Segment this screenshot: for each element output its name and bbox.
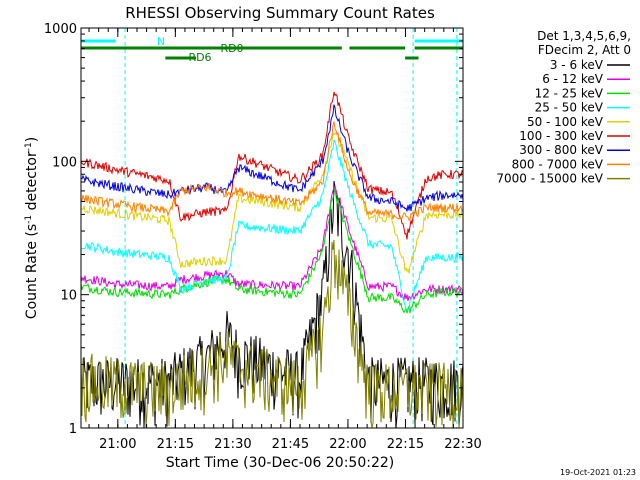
series-line-8 <box>80 239 464 429</box>
series-line-1 <box>80 184 464 302</box>
x-axis-label: Start Time (30-Dec-06 20:50:22) <box>166 455 394 471</box>
x-tick-label-0: 21:00 <box>99 437 136 452</box>
flag-label-n: N <box>157 35 165 48</box>
series-line-7 <box>80 121 464 221</box>
chart-title: RHESSI Observing Summary Count Rates <box>125 4 435 22</box>
y-axis-label-mid: detector <box>24 151 40 215</box>
y-tick-label-2: 100 <box>52 155 77 170</box>
legend: Det 1,3,4,5,6,9, FDecim 2, Att 0 3 - 6 k… <box>496 29 631 186</box>
x-tick-label-2: 21:30 <box>214 437 251 452</box>
series-line-6 <box>80 104 464 212</box>
x-tick-label-6: 22:30 <box>444 437 481 452</box>
x-tick-label-5: 22:15 <box>387 437 424 452</box>
legend-label-6: 300 - 800 keV <box>519 143 603 157</box>
plot-frame <box>80 27 464 429</box>
legend-label-2: 12 - 25 keV <box>535 86 604 100</box>
y-tick-label-0: 1 <box>69 422 77 437</box>
y-axis-label-end: ) <box>24 137 40 142</box>
y-axis-label-sup1: -1 <box>24 215 34 224</box>
legend-label-3: 25 - 50 keV <box>535 101 604 115</box>
flag-label-rd0: RD0 <box>220 42 243 55</box>
series-line-4 <box>80 131 464 274</box>
y-axis-label: Count Rate (s-1 detector-1) <box>24 137 40 319</box>
flag-label-rd6: RD6 <box>188 51 211 64</box>
y-axis: 1 10 100 1000 <box>44 22 463 437</box>
footer-date: 19-Oct-2021 01:23 <box>560 468 636 477</box>
legend-header-line-2: FDecim 2, Att 0 <box>538 43 631 57</box>
series-line-5 <box>80 91 464 240</box>
x-axis: 21:00 21:15 21:30 21:45 22:00 22:15 22:30 <box>88 28 482 452</box>
x-tick-label-4: 22:00 <box>329 437 366 452</box>
series-line-2 <box>80 187 464 314</box>
y-axis-label-main: Count Rate (s <box>24 224 40 319</box>
legend-label-7: 800 - 7000 keV <box>512 157 604 171</box>
y-tick-label-1: 10 <box>60 289 77 304</box>
legend-label-0: 3 - 6 keV <box>550 58 604 72</box>
x-tick-label-1: 21:15 <box>157 437 194 452</box>
legend-label-4: 50 - 100 keV <box>527 115 604 129</box>
legend-header-line-1: Det 1,3,4,5,6,9, <box>537 29 631 43</box>
y-axis-label-sup2: -1 <box>24 142 34 151</box>
series-line-3 <box>80 139 464 311</box>
plot-area: N RD0 RD6 <box>80 27 464 429</box>
x-tick-label-3: 21:45 <box>272 437 309 452</box>
y-tick-label-3: 1000 <box>44 22 77 37</box>
legend-label-5: 100 - 300 keV <box>519 129 603 143</box>
legend-label-1: 6 - 12 keV <box>542 72 604 86</box>
legend-label-8: 7000 - 15000 keV <box>496 172 603 186</box>
